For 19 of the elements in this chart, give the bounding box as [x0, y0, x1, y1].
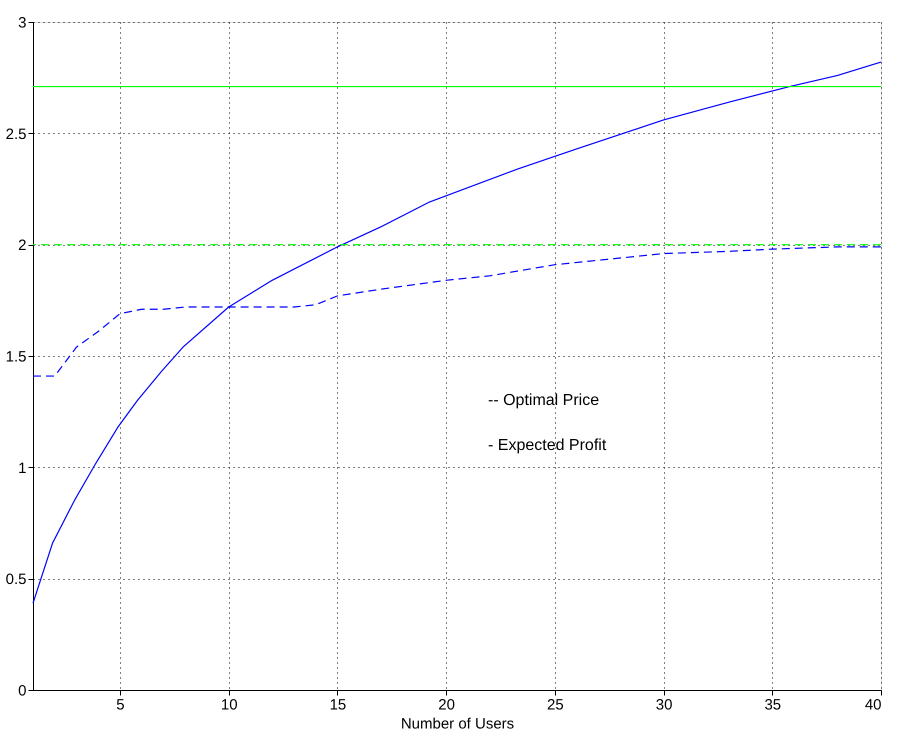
x-tick-label: 25: [547, 696, 564, 714]
x-tick-label: 30: [656, 696, 672, 714]
x-tick-label: 15: [330, 696, 346, 714]
y-tick-label: 2.5: [6, 126, 26, 143]
x-tick-label: 35: [764, 696, 782, 714]
x-tick-label: 10: [220, 696, 238, 714]
x-tick-label: 40: [864, 696, 882, 714]
y-tick-label: 0: [18, 682, 26, 700]
x-axis-title: Number of Users: [400, 716, 514, 732]
y-tick-label: 1: [18, 460, 26, 477]
x-tick-label: 20: [438, 696, 455, 714]
x-tick-label: 5: [116, 696, 125, 714]
annotation: - Expected Profit: [488, 437, 607, 454]
line-series: [32, 61, 882, 604]
y-tick-label: 0.5: [6, 571, 26, 588]
annotation: -- Optimal Price: [488, 392, 600, 409]
y-tick-label: 1.5: [6, 348, 26, 366]
y-tick-label: 3: [18, 14, 26, 32]
y-tick-label: 2: [18, 237, 26, 254]
